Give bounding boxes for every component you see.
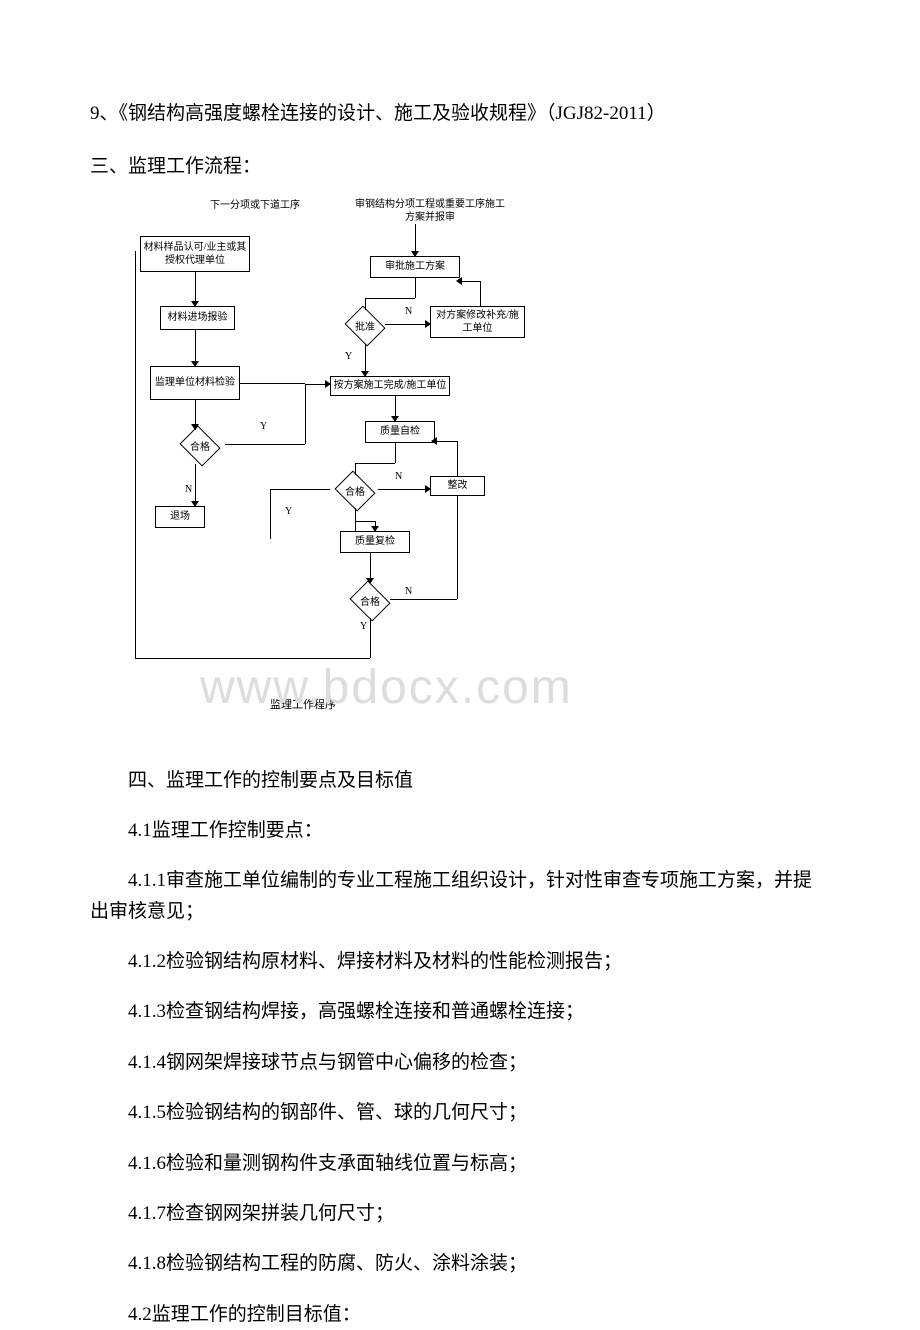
para-4-1-8: 4.1.8检验钢结构工程的防腐、防火、涂料涂装； xyxy=(90,1249,830,1279)
box-approve-plan: 审批施工方案 xyxy=(370,256,460,278)
para-4-1-1-text: 4.1.1审查施工单位编制的专业工程施工组织设计，针对性审查专项施工方案，并提出… xyxy=(90,870,812,921)
flowchart: 下一分项或下道工序 审钢结构分项工程或重要工序施工方案并报审 材料样品认可/业主… xyxy=(130,196,550,736)
diamond-pass-left: 合格 xyxy=(175,426,225,466)
label-n-2: N xyxy=(185,484,192,495)
box-material-check: 材料进场报验 xyxy=(160,306,235,330)
para-4-1-5: 4.1.5检验钢结构的钢部件、管、球的几何尺寸； xyxy=(90,1098,830,1128)
standard-ref-line: 9、《钢结构高强度螺栓连接的设计、施工及验收规程》（JGJ82-2011） xyxy=(90,100,830,129)
label-y-3: Y xyxy=(285,506,292,517)
label-n-3: N xyxy=(395,471,402,482)
box-supervise-material: 监理单位材料检验 xyxy=(150,366,240,400)
label-y-2: Y xyxy=(260,421,267,432)
para-4-1-2: 4.1.2检验钢结构原材料、焊接材料及材料的性能检测报告； xyxy=(90,947,830,977)
header-left: 下一分项或下道工序 xyxy=(210,196,300,211)
box-plan-complete: 按方案施工完成/施工单位 xyxy=(330,376,450,396)
para-4-1-4: 4.1.4钢网架焊接球节点与钢管中心偏移的检查； xyxy=(90,1048,830,1078)
label-n-4: N xyxy=(405,586,412,597)
diamond-pass-mid: 合格 xyxy=(330,471,380,511)
box-material-sample: 材料样品认可/业主或其授权代理单位 xyxy=(140,236,250,272)
box-return: 退场 xyxy=(155,506,205,528)
para-4-1-1: 4.1.1审查施工单位编制的专业工程施工组织设计，针对性审查专项施工方案，并提出… xyxy=(90,866,830,927)
label-y-1: Y xyxy=(345,351,352,362)
label-n-1: N xyxy=(405,306,412,317)
header-right-box: 审钢结构分项工程或重要工序施工方案并报审 xyxy=(350,196,510,226)
label-y-4: Y xyxy=(360,621,367,632)
para-4-2: 4.2监理工作的控制目标值： xyxy=(90,1300,830,1330)
box-rectify: 整改 xyxy=(430,476,485,496)
box-plan-modify: 对方案修改补充/施工单位 xyxy=(430,306,525,338)
box-quality-recheck: 质量复检 xyxy=(340,531,410,553)
watermark: www.bdocx.com xyxy=(200,660,573,715)
section-three-title: 三、监理工作流程： xyxy=(90,151,830,178)
para-4-1: 4.1监理工作控制要点： xyxy=(90,816,830,846)
para-4-1-6: 4.1.6检验和量测钢构件支承面轴线位置与标高； xyxy=(90,1149,830,1179)
para-4-1-7: 4.1.7检查钢网架拼装几何尺寸； xyxy=(90,1199,830,1229)
diamond-pass-bottom: 合格 xyxy=(345,581,395,621)
body-section: 四、监理工作的控制要点及目标值 4.1监理工作控制要点： 4.1.1审查施工单位… xyxy=(90,766,830,1330)
para-4-1-3: 4.1.3检查钢结构焊接，高强螺栓连接和普通螺栓连接； xyxy=(90,997,830,1027)
box-quality-self: 质量自检 xyxy=(365,421,435,443)
diamond-approve: 批准 xyxy=(340,306,390,346)
section-four-title: 四、监理工作的控制要点及目标值 xyxy=(90,766,830,796)
